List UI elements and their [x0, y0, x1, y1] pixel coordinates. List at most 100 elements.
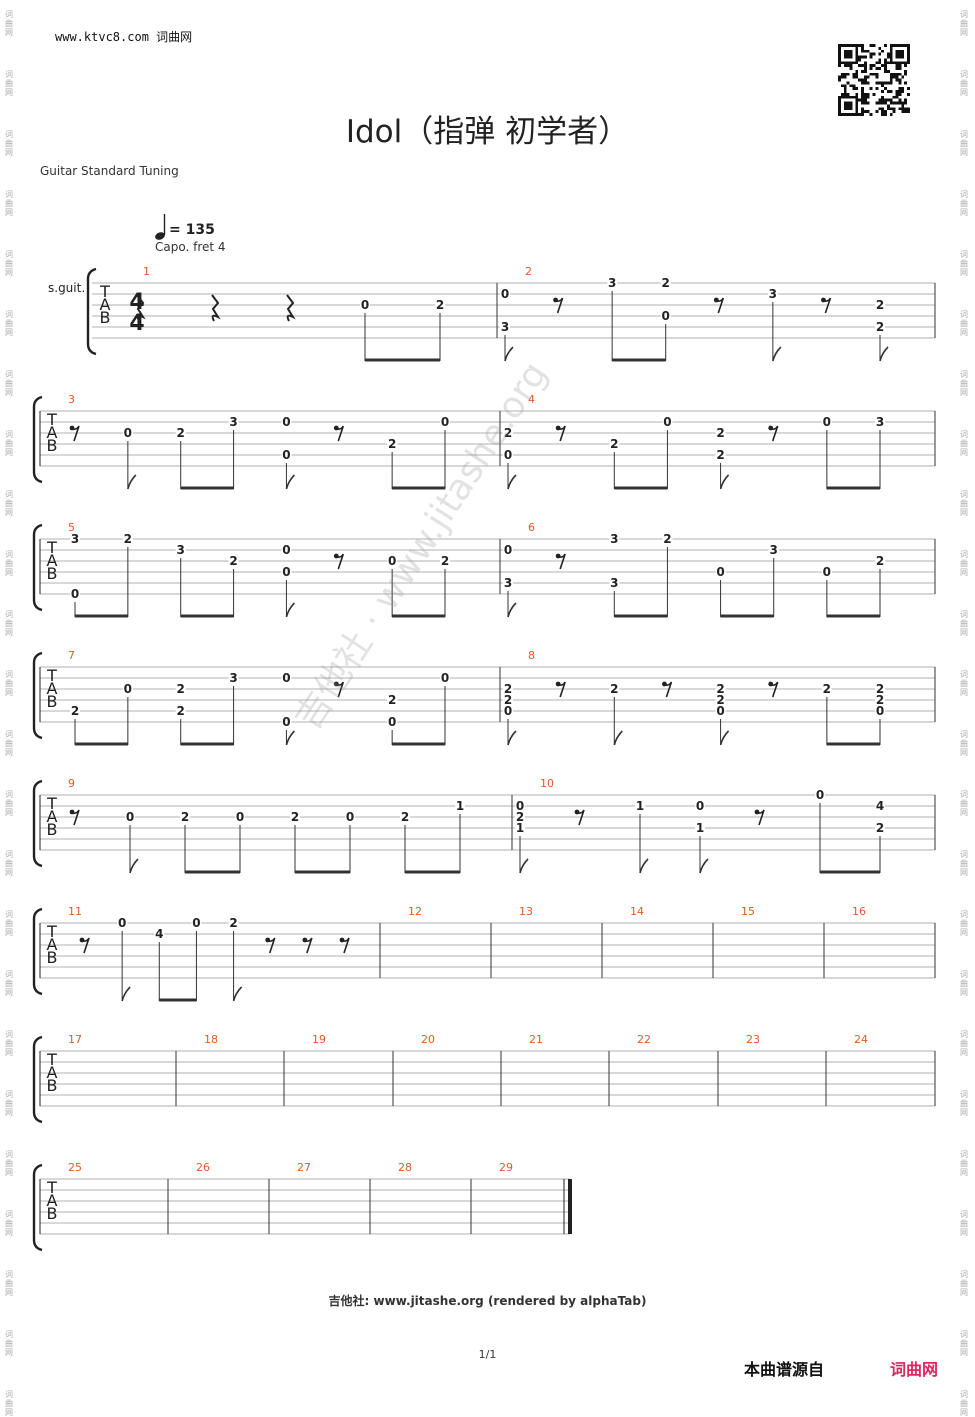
quarter-note-icon — [155, 214, 166, 240]
footer-credit[interactable]: 吉他社: www.jitashe.org (rendered by alphaT… — [328, 1294, 647, 1308]
bar-number: 4 — [528, 393, 535, 406]
bar-number: 6 — [528, 521, 535, 534]
bar-number: 29 — [499, 1161, 513, 1174]
fret-mask — [500, 288, 510, 300]
fret-mask — [821, 566, 832, 578]
note-flag — [519, 858, 529, 874]
note-flag — [127, 474, 137, 490]
bar-number: 17 — [68, 1033, 82, 1046]
tab-system: TAB 11 0 4 0 2 12 13 14 15 16 — [32, 905, 936, 1002]
side-mark: 词曲网 — [960, 250, 968, 277]
bar-number: 3 — [68, 393, 75, 406]
fret-number: 3 — [177, 543, 185, 557]
fret-mask — [503, 449, 513, 461]
bar-number: 2 — [525, 265, 532, 278]
side-mark: 词曲网 — [5, 10, 13, 37]
bar-number: 28 — [398, 1161, 412, 1174]
fret-mask — [875, 555, 885, 567]
fret-mask — [440, 672, 450, 684]
fret-number: 0 — [716, 704, 724, 718]
fret-number: 0 — [501, 287, 509, 301]
side-mark: 词曲网 — [5, 730, 13, 757]
bar-number: 22 — [637, 1033, 651, 1046]
fret-mask — [815, 789, 825, 801]
side-mark: 词曲网 — [5, 130, 13, 157]
fret-number: 0 — [71, 587, 79, 601]
fret-mask — [122, 427, 133, 439]
fret-number: 0 — [823, 415, 831, 429]
side-mark: 词曲网 — [960, 130, 968, 157]
fret-mask — [175, 544, 186, 556]
note-flag — [285, 474, 296, 490]
side-mark: 词曲网 — [960, 1270, 968, 1297]
fret-mask — [175, 705, 186, 717]
tempo-marking: = 135 Capo. fret 4 — [155, 214, 275, 256]
tab-clef-letter: B — [100, 308, 111, 327]
fret-number: 2 — [504, 693, 512, 707]
fret-mask — [440, 416, 450, 428]
tab-clef-letter: A — [100, 295, 111, 314]
fret-number: 2 — [876, 821, 884, 835]
note-flag — [639, 858, 649, 874]
fret-number: 0 — [124, 426, 132, 440]
fret-number: 3 — [769, 287, 777, 301]
side-mark: 词曲网 — [5, 1330, 13, 1357]
tab-clef-letter: T — [46, 666, 57, 685]
fret-number: 0 — [282, 448, 290, 462]
bar-number: 26 — [196, 1161, 210, 1174]
source-site-link[interactable]: 词曲网 — [890, 1360, 939, 1379]
tab-clef-letter: T — [46, 538, 57, 557]
quarter-rest — [211, 294, 221, 322]
side-mark: 词曲网 — [960, 1030, 968, 1057]
fret-mask — [281, 416, 292, 428]
fret-mask — [715, 449, 726, 461]
time-sig-bottom: 4 — [129, 311, 144, 336]
fret-number: 2 — [876, 320, 884, 334]
fret-mask — [400, 811, 410, 823]
fret-number: 0 — [716, 565, 724, 579]
fret-number: 0 — [346, 810, 354, 824]
eighth-rest — [336, 425, 345, 442]
fret-number: 0 — [876, 704, 884, 718]
tab-clef-letter: T — [46, 410, 57, 429]
side-mark: 词曲网 — [960, 910, 968, 937]
note-flag — [719, 474, 730, 490]
fret-number: 2 — [71, 704, 79, 718]
fret-number: 2 — [716, 693, 724, 707]
eighth-rest — [823, 297, 832, 314]
note-flag — [699, 858, 709, 874]
fret-mask — [435, 299, 445, 311]
system-bracket — [32, 779, 43, 868]
tab-system: TAB 3 0 2 3 0 0 2 0 4 2 0 2 0 2 2 0 3 — [32, 393, 936, 490]
fret-mask — [715, 566, 726, 578]
eighth-rest — [71, 425, 80, 442]
side-mark: 词曲网 — [5, 430, 13, 457]
side-mark: 词曲网 — [5, 670, 13, 697]
tab-clef-letter: T — [46, 922, 57, 941]
eighth-rest — [304, 937, 313, 954]
fret-mask — [360, 299, 370, 311]
tab-system: TAB 17 18 19 20 21 22 23 24 — [32, 1033, 936, 1124]
fret-number: 0 — [504, 448, 512, 462]
fret-mask — [875, 694, 885, 706]
fret-number: 2 — [610, 437, 618, 451]
fret-number: 2 — [401, 810, 409, 824]
fret-number: 3 — [229, 415, 237, 429]
note-flag — [879, 346, 889, 362]
bar-number: 11 — [68, 905, 82, 918]
fret-mask — [180, 811, 190, 823]
fret-mask — [503, 544, 513, 556]
site-header[interactable]: www.ktvc8.com 词曲网 — [55, 30, 193, 44]
side-mark: 词曲网 — [5, 1150, 13, 1177]
fret-number: 2 — [388, 693, 396, 707]
note-flag — [285, 602, 296, 618]
system-bracket — [32, 1035, 43, 1124]
fret-number: 0 — [282, 415, 290, 429]
bar-number: 13 — [519, 905, 533, 918]
fret-number: 4 — [876, 799, 884, 813]
bar-number: 12 — [408, 905, 422, 918]
fret-mask — [290, 811, 300, 823]
tab-clef-letter: B — [47, 1204, 58, 1223]
fret-number: 1 — [516, 821, 524, 835]
fret-number: 3 — [770, 543, 778, 557]
